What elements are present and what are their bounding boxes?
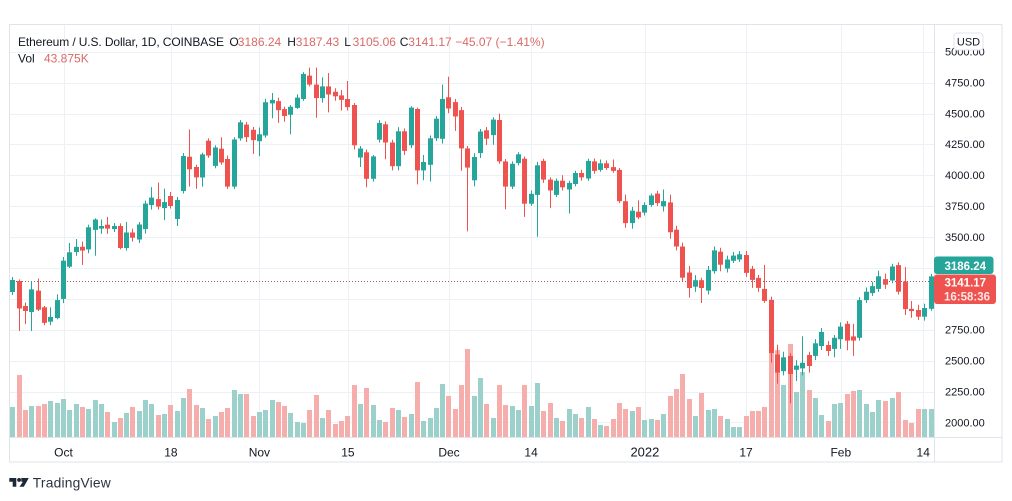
svg-text:4750.00: 4750.00 xyxy=(945,77,985,89)
svg-text:3141.17: 3141.17 xyxy=(408,35,452,49)
svg-text:4500.00: 4500.00 xyxy=(945,108,985,120)
svg-text:18: 18 xyxy=(164,446,178,460)
svg-text:Nov: Nov xyxy=(249,446,270,460)
svg-text:−45.07 (−1.41%): −45.07 (−1.41%) xyxy=(455,35,544,49)
svg-text:Feb: Feb xyxy=(830,446,851,460)
svg-text:3141.17: 3141.17 xyxy=(945,278,987,290)
svg-text:3750.00: 3750.00 xyxy=(945,201,985,213)
svg-text:4000.00: 4000.00 xyxy=(945,170,985,182)
svg-text:2500.00: 2500.00 xyxy=(945,356,985,368)
svg-text:Oct: Oct xyxy=(54,446,73,460)
svg-text:14: 14 xyxy=(917,446,931,460)
svg-text:3187.43: 3187.43 xyxy=(296,35,340,49)
svg-text:2750.00: 2750.00 xyxy=(945,325,985,337)
svg-text:O: O xyxy=(229,35,238,49)
svg-text:3500.00: 3500.00 xyxy=(945,232,985,244)
svg-text:17: 17 xyxy=(739,446,753,460)
svg-text:H: H xyxy=(287,35,296,49)
svg-text:Dec: Dec xyxy=(438,446,459,460)
svg-text:TradingView: TradingView xyxy=(33,476,111,491)
svg-text:2000.00: 2000.00 xyxy=(945,417,985,429)
svg-text:14: 14 xyxy=(524,446,538,460)
svg-text:16:58:36: 16:58:36 xyxy=(944,291,990,303)
svg-text:2022: 2022 xyxy=(630,445,659,460)
svg-text:15: 15 xyxy=(341,446,355,460)
svg-text:Ethereum / U.S. Dollar, 1D, CO: Ethereum / U.S. Dollar, 1D, COINBASE xyxy=(18,35,224,49)
svg-text:4250.00: 4250.00 xyxy=(945,139,985,151)
svg-text:3105.06: 3105.06 xyxy=(353,35,397,49)
svg-text:Vol: Vol xyxy=(18,52,35,66)
svg-text:2250.00: 2250.00 xyxy=(945,386,985,398)
svg-text:USD: USD xyxy=(957,37,980,49)
svg-text:3186.24: 3186.24 xyxy=(238,35,282,49)
svg-text:C: C xyxy=(400,35,409,49)
svg-text:3186.24: 3186.24 xyxy=(945,261,987,273)
svg-text:43.875K: 43.875K xyxy=(44,52,89,66)
svg-text:L: L xyxy=(344,35,351,49)
